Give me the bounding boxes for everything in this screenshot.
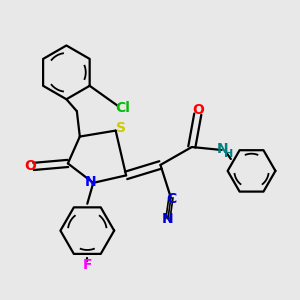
Text: O: O (192, 103, 204, 117)
Text: N: N (162, 212, 174, 226)
Text: C: C (166, 192, 176, 206)
Text: N: N (217, 142, 229, 156)
Text: F: F (82, 258, 92, 272)
Text: Cl: Cl (116, 101, 130, 115)
Text: H: H (224, 149, 233, 159)
Text: S: S (116, 121, 126, 135)
Text: N: N (85, 175, 96, 189)
Text: O: O (24, 159, 36, 173)
